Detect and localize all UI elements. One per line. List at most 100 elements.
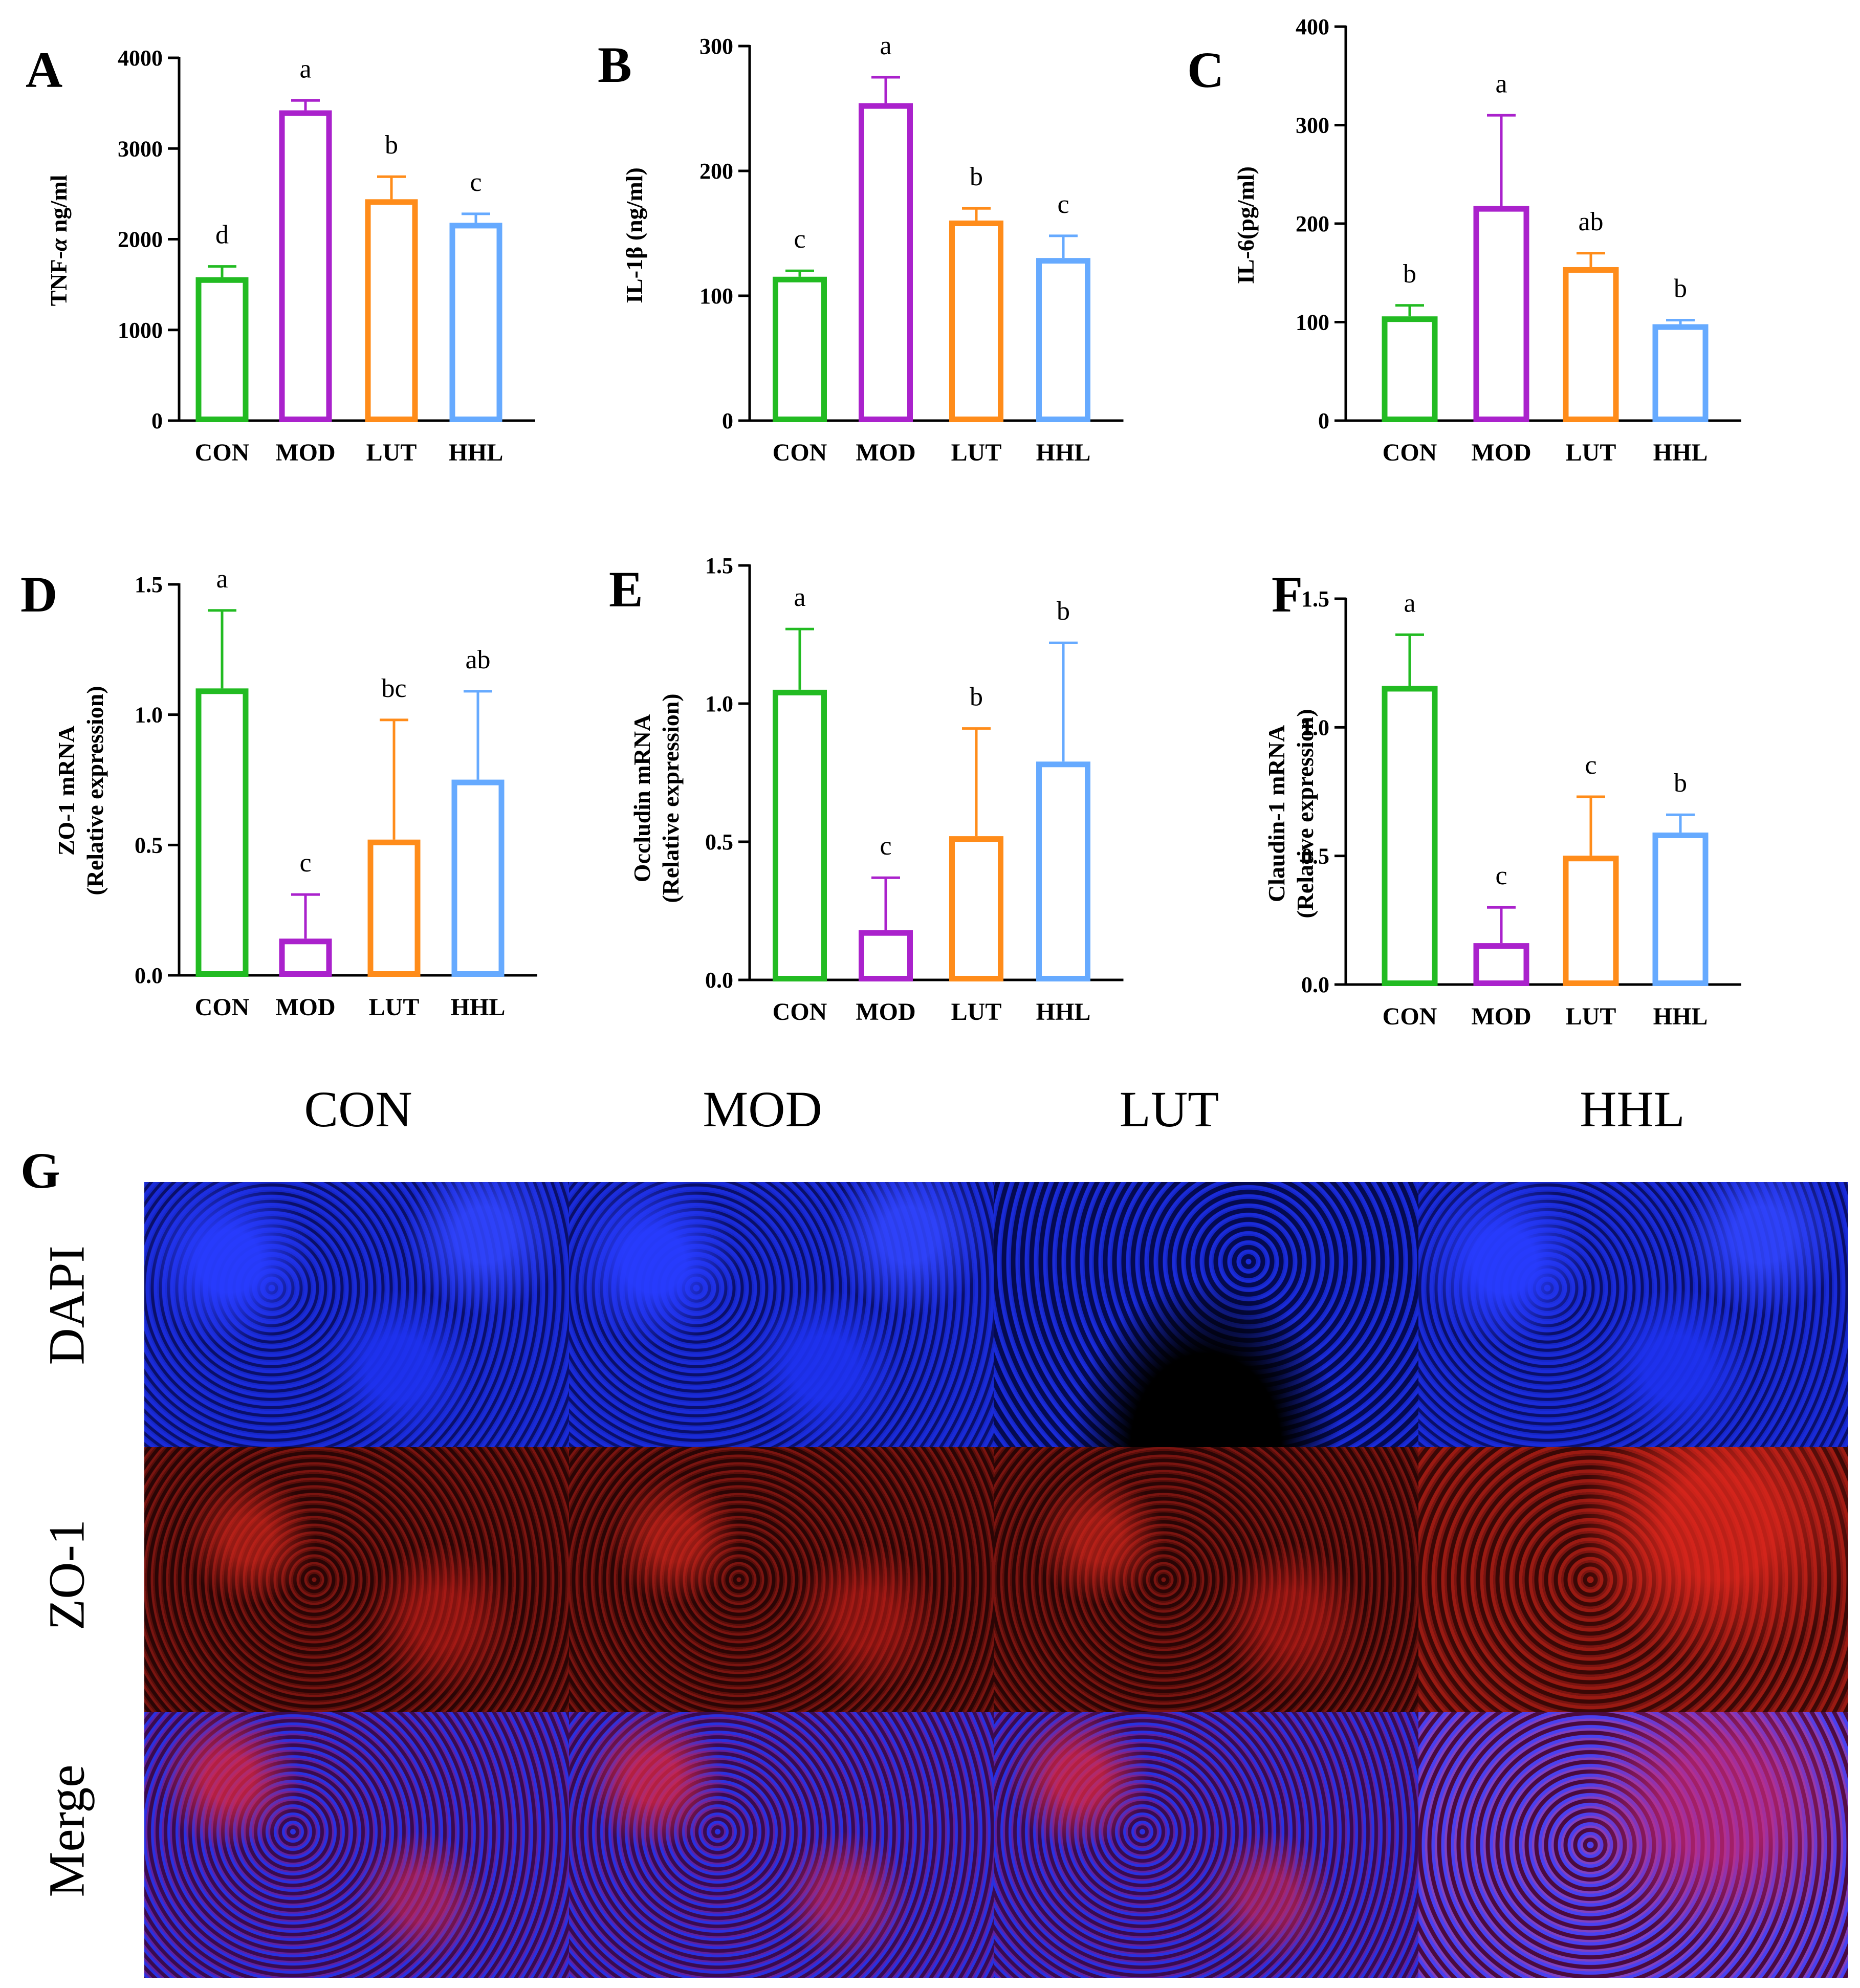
significance-letter-mod: a (1495, 69, 1507, 98)
significance-letter-lut: b (970, 162, 983, 191)
bar-con (773, 276, 827, 423)
category-label-lut: LUT (369, 994, 420, 1021)
category-label-mod: MOD (1471, 439, 1531, 466)
panel-letter-g: G (20, 1142, 60, 1199)
y-tick-label: 200 (1296, 211, 1329, 236)
category-label-con: CON (1383, 439, 1437, 466)
significance-letter-mod: c (880, 832, 891, 861)
panel-letter-c: C (1187, 41, 1224, 98)
chart-panel-f: F 0.0 0.5 1.0 1.5 Claudin-1 mRNA (Relative exp… (1263, 566, 1741, 1030)
y-tick-label: 300 (1296, 113, 1329, 138)
significance-letter-hhl: b (1674, 274, 1687, 303)
significance-letter-con: b (1403, 259, 1416, 289)
bar-mod (279, 938, 332, 977)
category-label-lut: LUT (1566, 1003, 1616, 1030)
column-label-mod: MOD (703, 1081, 822, 1138)
significance-letter-mod: a (880, 31, 891, 60)
micrograph-merge-con (144, 1712, 569, 1978)
y-tick-label: 1.5 (135, 572, 163, 597)
bar-con (195, 277, 249, 422)
y-tick-label: 0.5 (1301, 844, 1329, 869)
y-tick-label: 0 (151, 408, 163, 433)
bar-lut (1563, 267, 1619, 422)
significance-letter-hhl: c (470, 168, 482, 197)
y-axis-label-part: IL-6(pg/ml) (1233, 166, 1259, 284)
bar-lut (949, 836, 1003, 981)
category-label-con: CON (195, 439, 250, 466)
category-label-lut: LUT (1566, 439, 1616, 466)
bar-con (195, 688, 249, 977)
category-label-hhl: HHL (1653, 1003, 1708, 1030)
significance-letter-con: d (215, 221, 229, 250)
y-tick-label: 0 (722, 408, 733, 433)
panel-letter-d: D (20, 566, 57, 623)
y-axis-label-part: IL-1β (ng/ml) (621, 167, 647, 303)
bar-mod (1473, 206, 1529, 422)
micrograph-dapi-con (144, 1182, 569, 1447)
category-label-mod: MOD (275, 994, 335, 1021)
significance-letter-hhl: b (1674, 769, 1687, 798)
significance-letter-lut: c (1585, 751, 1596, 780)
category-label-mod: MOD (1471, 1003, 1531, 1030)
bar-con (773, 689, 827, 981)
y-axis-label-line: (Relative expression) (82, 686, 108, 895)
y-tick-label: 3000 (118, 136, 163, 161)
significance-letter-con: c (794, 225, 805, 254)
y-axis-label: Claudin-1 mRNA (Relative expression) (1263, 709, 1318, 918)
y-axis-label: Occludin mRNA (Relative expression) (629, 693, 684, 903)
bar-hhl (451, 779, 505, 977)
chart-panel-a: A 0 1000 2000 3000 4000 TNF-α ng/ml d CON a MOD b LU… (26, 41, 535, 466)
significance-letter-mod: c (299, 848, 311, 878)
bar-hhl (1036, 761, 1090, 982)
y-tick-label: 100 (699, 283, 733, 309)
chart-panel-d: D 0.0 0.5 1.0 1.5 ZO-1 mRNA (Relative expressi… (20, 564, 537, 1021)
micrograph-zo1-lut (994, 1447, 1418, 1712)
micrograph-zo1-mod (569, 1447, 994, 1712)
y-tick-label: 0.0 (135, 963, 163, 988)
category-label-lut: LUT (951, 439, 1002, 466)
category-label-lut: LUT (366, 439, 417, 466)
y-axis-label-line: (Relative expression) (658, 693, 684, 903)
y-axis-label-part: ng/ml (46, 175, 72, 238)
y-axis-label-line: Occludin mRNA (629, 714, 655, 882)
category-label-hhl: HHL (1036, 998, 1091, 1025)
y-axis-label-line: Claudin-1 mRNA (1263, 725, 1289, 902)
bar-hhl (1036, 258, 1090, 422)
y-axis-label: IL-6(pg/ml) (1233, 166, 1259, 284)
bar-hhl (1652, 324, 1709, 422)
category-label-con: CON (1383, 1003, 1437, 1030)
bar-con (1382, 316, 1438, 422)
y-tick-label: 1000 (118, 318, 163, 343)
significance-letter-mod: c (1495, 861, 1507, 890)
bar-lut (365, 199, 418, 422)
bar-mod (1473, 943, 1529, 986)
significance-letter-hhl: b (1057, 597, 1070, 626)
category-label-con: CON (195, 994, 250, 1021)
micrograph-dapi-hhl (1418, 1182, 1848, 1447)
y-tick-label: 1.5 (1301, 586, 1329, 611)
category-label-mod: MOD (856, 998, 915, 1025)
significance-letter-lut: b (970, 683, 983, 712)
significance-letter-con: a (1404, 588, 1415, 618)
row-label-dapi: DAPI (38, 1246, 95, 1365)
significance-letter-con: a (794, 583, 805, 612)
category-label-mod: MOD (856, 439, 915, 466)
category-label-hhl: HHL (449, 439, 504, 466)
category-label-hhl: HHL (451, 994, 506, 1021)
bar-con (1382, 686, 1438, 986)
y-tick-label: 0.5 (135, 833, 163, 858)
significance-letter-hhl: ab (465, 645, 490, 674)
micrograph-grid (144, 1182, 1848, 1978)
panel-letter-b: B (598, 36, 632, 93)
category-label-hhl: HHL (1653, 439, 1708, 466)
y-axis-label-line: ZO-1 mRNA (53, 726, 79, 856)
column-label-hhl: HHL (1580, 1081, 1685, 1138)
bar-hhl (1652, 832, 1709, 987)
category-label-mod: MOD (275, 439, 335, 466)
category-label-lut: LUT (951, 998, 1002, 1025)
panel-g: G CON MOD LUT HHL DAPI ZO-1 Merge (0, 1064, 1860, 1988)
significance-letter-con: a (216, 564, 228, 594)
significance-letter-hhl: c (1057, 190, 1069, 219)
y-axis-label-line: (Relative expression) (1292, 709, 1318, 918)
panel-letter-f: F (1272, 566, 1303, 623)
